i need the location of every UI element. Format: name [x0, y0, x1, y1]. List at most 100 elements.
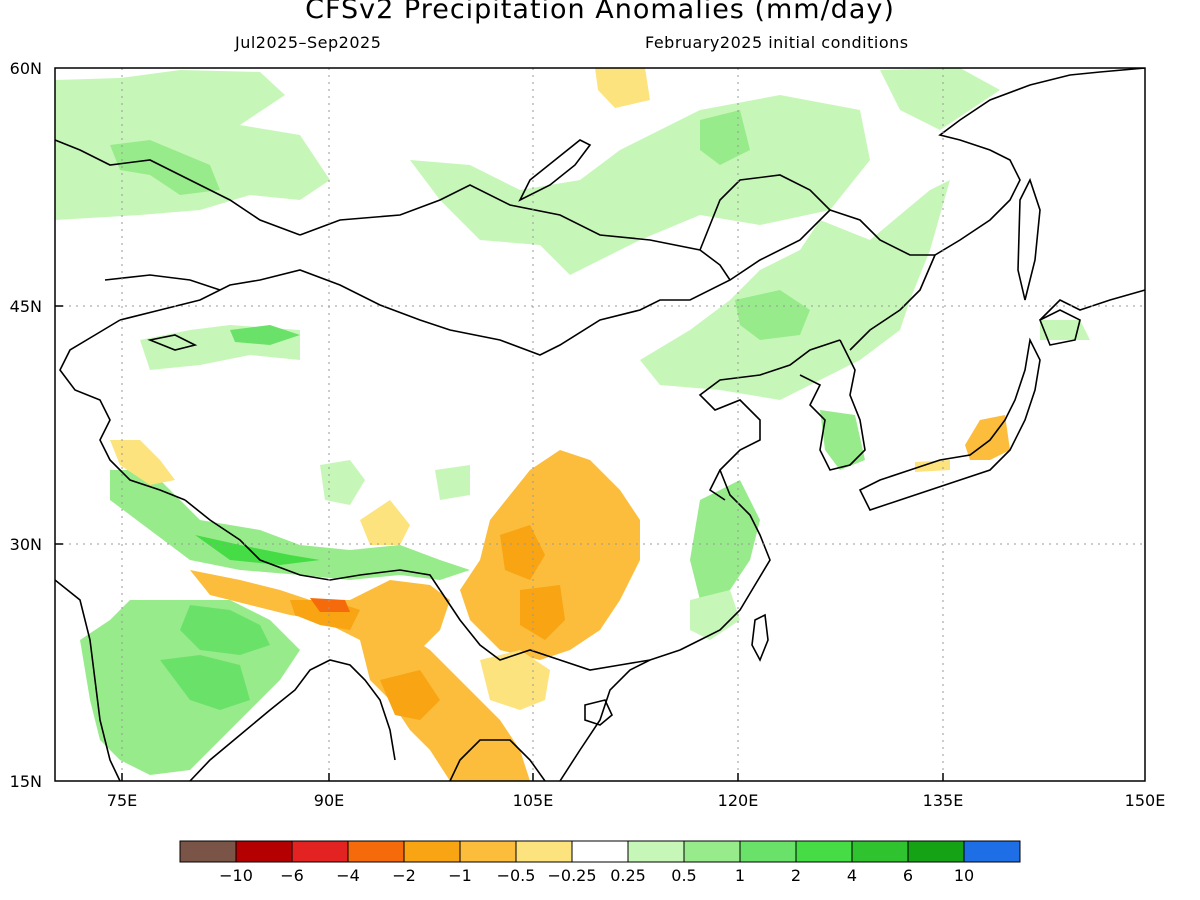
china-east-coast [679, 339, 841, 651]
colorbar-swatch [739, 840, 797, 863]
colorbar-swatch [403, 840, 461, 863]
anomaly-karakoram-dry [110, 440, 175, 485]
colorbar-label: 1 [735, 866, 745, 885]
bay-of-bengal-coast [189, 659, 396, 781]
colorbar-label: −10 [219, 866, 253, 885]
colorbar-swatch [179, 840, 237, 863]
colorbar-swatch [515, 840, 573, 863]
china-west-border [59, 319, 186, 501]
colorbar-swatch [963, 840, 1021, 863]
balkhash-lake [147, 334, 198, 351]
sakhalin-island [1017, 177, 1041, 301]
primorye-coast [1039, 289, 1145, 321]
anomaly-india-strong [180, 605, 270, 655]
anomaly-himalaya-wet [110, 470, 470, 580]
initial-conditions: February2025 initial conditions [645, 33, 909, 52]
colorbar-label: −1 [448, 866, 472, 885]
colorbar-label: −0.25 [547, 866, 596, 885]
tick-marks [55, 305, 944, 781]
colorbar-label: 4 [847, 866, 857, 885]
anomaly-field [55, 68, 1090, 781]
anomaly-japan-sea [1040, 320, 1090, 340]
japan-honshu [858, 337, 1041, 511]
anomaly-east-coast-wet [690, 590, 740, 640]
colorbar-label: 2 [791, 866, 801, 885]
southwest-china-border [439, 589, 681, 671]
longitude-labels: 75E 90E 105E 120E 135E 150E [107, 791, 1166, 810]
lon-tick-label: 90E [314, 791, 344, 810]
colorbar-label: −4 [336, 866, 360, 885]
anomaly-central-india-strong [160, 655, 250, 710]
colorbar-swatch [459, 840, 517, 863]
korea-peninsula [799, 339, 866, 471]
anomaly-qinghai-wet [435, 465, 470, 500]
anomaly-korea-moderate [820, 410, 865, 470]
anomaly-siberia-north-dry [595, 68, 650, 108]
anomaly-south-china-dry [460, 450, 640, 660]
yellow-sea-coast [708, 469, 726, 501]
lat-tick-label: 15N [10, 772, 42, 791]
himalaya-border [184, 499, 441, 591]
colorbar-swatch [347, 840, 405, 863]
lat-tick-label: 30N [10, 535, 42, 554]
colorbar-swatch [627, 840, 685, 863]
anomaly-myanmar-dry [360, 630, 530, 781]
map-title: CFSv2 Precipitation Anomalies (mm/day) [305, 0, 895, 25]
lon-tick-label: 120E [718, 791, 759, 810]
anomaly-himalaya-strong [195, 535, 320, 565]
lon-tick-label: 150E [1125, 791, 1166, 810]
anomaly-yunnan-dry [520, 585, 565, 640]
map-frame [54, 67, 1146, 782]
colorbar-label: −6 [280, 866, 304, 885]
lon-tick-label: 135E [923, 791, 964, 810]
anomaly-korea-strait-dry [915, 460, 950, 472]
anomaly-north-east [880, 68, 1000, 130]
forecast-period: Jul2025–Sep2025 [235, 33, 382, 52]
anomaly-sichuan-dry-strong [500, 525, 545, 580]
colorbar-label: 0.5 [671, 866, 696, 885]
india-coast [55, 579, 121, 781]
russia-pacific-coast [934, 68, 1145, 256]
colorbar-swatch [851, 840, 909, 863]
colorbar [179, 840, 1021, 863]
colorbar-swatch [291, 840, 349, 863]
mongolia-border-east [699, 174, 832, 281]
colorbar-swatch [907, 840, 965, 863]
anomaly-mongolia-moderate [700, 110, 750, 165]
lake-baikal [518, 139, 592, 202]
coastlines-and-borders [55, 68, 1145, 781]
anomaly-east-china-wet [690, 480, 760, 600]
colorbar-label: 6 [903, 866, 913, 885]
anomaly-myanmar-dry-strong [380, 670, 440, 720]
colorbar-labels: −10 −6 −4 −2 −1 −0.5 −0.25 0.25 0.5 1 2 4 6 10 [219, 866, 974, 885]
anomaly-tibet-wet [320, 460, 365, 505]
latitude-labels: 60N 45N 30N 15N [10, 59, 42, 791]
lat-tick-label: 45N [10, 297, 42, 316]
anomaly-north-central [410, 95, 870, 275]
hainan-island [584, 699, 613, 726]
colorbar-label: 0.25 [610, 866, 646, 885]
indochina-coast [449, 739, 546, 781]
colorbar-label: 10 [954, 866, 974, 885]
anomaly-japan-dry [965, 415, 1010, 460]
lat-tick-label: 60N [10, 59, 42, 78]
anomaly-manchuria-moderate [735, 290, 810, 340]
china-border-north [119, 184, 732, 356]
colorbar-label: −0.5 [497, 866, 536, 885]
vietnam-coast [559, 659, 651, 781]
lon-tick-label: 105E [513, 791, 554, 810]
colorbar-swatch [795, 840, 853, 863]
lon-tick-label: 75E [107, 791, 137, 810]
colorbar-swatch [235, 840, 293, 863]
kazakhstan-border [104, 274, 221, 291]
anomaly-tibet-dry [360, 500, 410, 545]
japan-hokkaido [1038, 309, 1081, 346]
anomaly-nepal-dry-very-strong [310, 598, 350, 612]
russia-central-asia-border [55, 139, 301, 236]
colorbar-swatch [683, 840, 741, 863]
taiwan-island [751, 613, 769, 662]
anomaly-north-west [55, 70, 330, 220]
colorbar-label: −2 [392, 866, 416, 885]
anomaly-northeast-china [640, 180, 950, 400]
